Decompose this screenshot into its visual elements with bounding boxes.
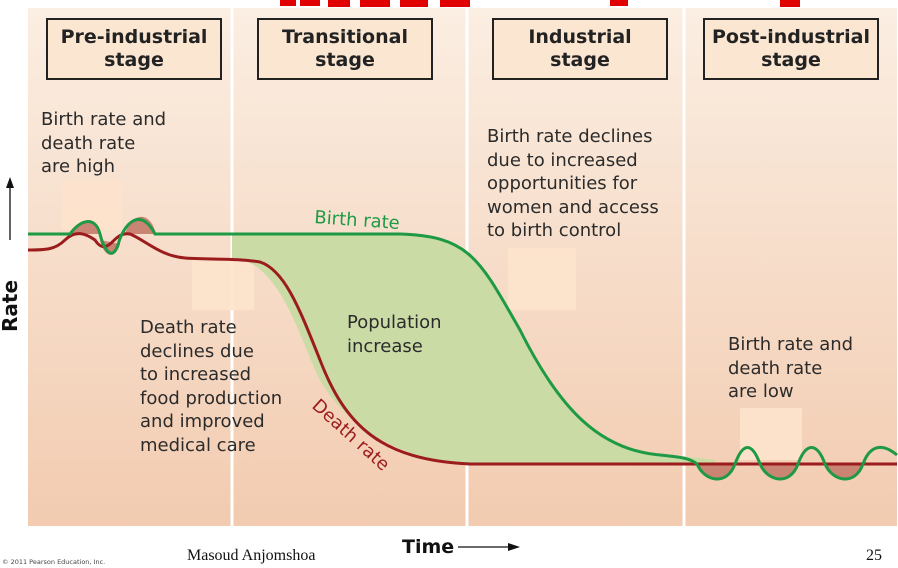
cropped-title [280, 0, 800, 7]
y-axis-arrow [6, 177, 14, 240]
note-industrial: Birth rate declines due to increased oppor… [487, 126, 659, 241]
stage-box-post-industrial: Post-industrial stage [703, 18, 879, 80]
note-pre-industrial: Birth rate and death rate are high [41, 109, 167, 177]
copyright-text: © 2011 Pearson Education, Inc. [2, 558, 106, 566]
stage-box-industrial: Industrial stage [492, 18, 668, 80]
stage-box-transitional: Transitional stage [257, 18, 433, 80]
stage-box-pre-industrial: Pre-industrial stage [46, 18, 222, 80]
x-axis-arrow [458, 543, 520, 551]
x-axis-label: Time [402, 536, 455, 558]
author-name: Masoud Anjomshoa [187, 547, 316, 564]
page-number: 25 [866, 547, 882, 564]
y-axis-label: Rate [0, 279, 22, 332]
death-rate-curve [27, 232, 897, 466]
birth-rate-curve [28, 218, 898, 481]
note-post-industrial: Birth rate and death rate are low [728, 334, 854, 402]
population-increase-area [232, 234, 715, 464]
note-population-increase: Population increase [347, 312, 442, 357]
label-patches [62, 180, 802, 460]
note-death-rate-declines: Death rate declines due to increased food p… [140, 317, 283, 456]
